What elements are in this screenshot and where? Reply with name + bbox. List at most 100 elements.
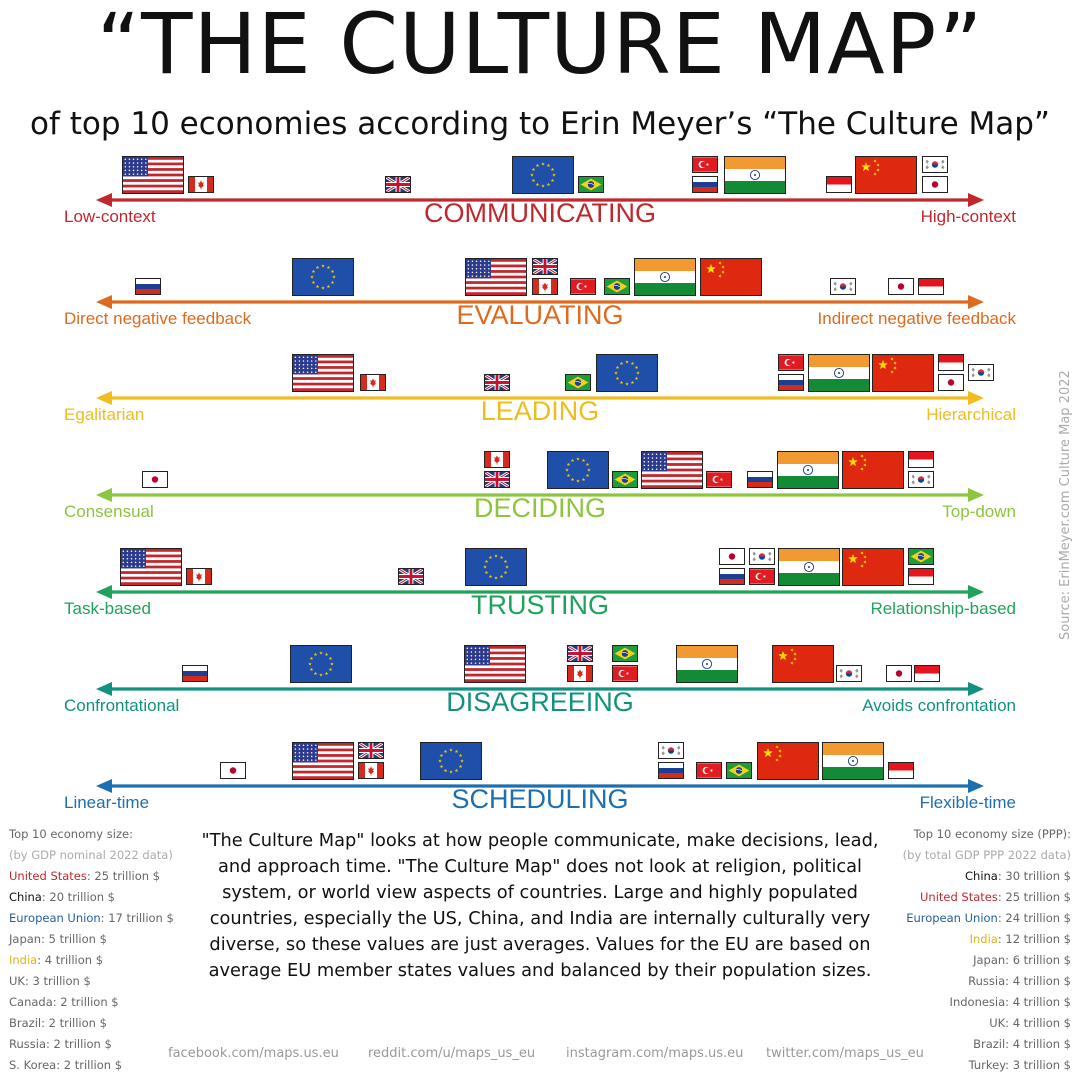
economy-value: 4 trillion $: [1012, 995, 1071, 1009]
india-flag-icon: [724, 156, 786, 194]
economy-row: European Union: 17 trillion $: [9, 908, 174, 929]
scale-left-label: Confrontational: [64, 696, 180, 715]
canada-flag-icon: [532, 278, 558, 295]
eu-flag-icon: [547, 451, 609, 489]
south-korea-flag-icon: [658, 742, 684, 759]
scale-title: COMMUNICATING: [424, 198, 656, 228]
economy-value: 6 trillion $: [1012, 953, 1071, 967]
economy-value: 5 trillion $: [48, 932, 107, 946]
economy-value: 17 trillion $: [108, 911, 174, 925]
economy-value: 3 trillion $: [1012, 1058, 1071, 1072]
facebook-link[interactable]: facebook.com/maps.us.eu: [168, 1046, 339, 1061]
china-flag-icon: [842, 548, 904, 586]
separator: :: [46, 1037, 54, 1051]
economy-name: Turkey: [968, 1058, 1006, 1072]
scale-title: DECIDING: [473, 493, 606, 523]
separator: :: [1005, 1016, 1013, 1030]
separator: :: [37, 953, 45, 967]
china-flag-icon: [700, 258, 762, 296]
russia-flag-icon: [747, 471, 773, 488]
scale-arrow: [96, 585, 984, 599]
separator: :: [56, 1058, 64, 1072]
scale-right-label: Top-down: [942, 502, 1016, 521]
indonesia-flag-icon: [826, 176, 852, 193]
economy-value: 4 trillion $: [1012, 974, 1071, 988]
brazil-flag-icon: [604, 278, 630, 295]
economy-value: 2 trillion $: [60, 995, 119, 1009]
economy-value: 25 trillion $: [94, 869, 161, 883]
economy-name: Japan: [9, 932, 42, 946]
economy-row: United States: 25 trillion $: [9, 866, 174, 887]
economy-name: India: [9, 953, 38, 967]
south-korea-flag-icon: [836, 665, 862, 682]
economy-name: Japan: [973, 953, 1006, 967]
scale-right-label: Relationship-based: [870, 599, 1016, 618]
economy-name: UK: [9, 974, 25, 988]
separator: :: [41, 932, 49, 946]
scale-evaluating: EVALUATING Direct negative feedback Indire…: [0, 254, 1080, 350]
separator: :: [1005, 974, 1013, 988]
reddit-link[interactable]: reddit.com/u/maps_us_eu: [368, 1046, 536, 1061]
economy-row: Brazil: 2 trillion $: [9, 1013, 174, 1034]
economy-row: Turkey: 3 trillion $: [903, 1055, 1071, 1076]
economy-row: UK: 4 trillion $: [903, 1013, 1071, 1034]
japan-flag-icon: [719, 548, 745, 565]
turkey-flag-icon: [696, 762, 722, 779]
scale-arrow: [96, 682, 984, 696]
scale-right-label: High-context: [920, 207, 1016, 226]
economy-row: Russia: 2 trillion $: [9, 1034, 174, 1055]
india-flag-icon: [822, 742, 884, 780]
japan-flag-icon: [922, 176, 948, 193]
separator: :: [1005, 1037, 1013, 1051]
economy-value: 3 trillion $: [32, 974, 91, 988]
canada-flag-icon: [188, 176, 214, 193]
economy-value: 24 trillion $: [1005, 911, 1071, 925]
brazil-flag-icon: [612, 471, 638, 488]
japan-flag-icon: [938, 374, 964, 391]
scale-right-label: Flexible-time: [919, 793, 1016, 812]
separator: :: [24, 974, 33, 988]
japan-flag-icon: [142, 471, 168, 488]
russia-flag-icon: [692, 176, 718, 193]
india-flag-icon: [808, 354, 870, 392]
us-flag-icon: [292, 742, 354, 780]
economy-name: UK: [989, 1016, 1006, 1030]
economy-value: 20 trillion $: [49, 890, 115, 904]
gdp-ppp-panel: Top 10 economy size (PPP): (by total GDP…: [903, 824, 1071, 1076]
south-korea-flag-icon: [922, 156, 948, 173]
description-paragraph: "The Culture Map" looks at how people co…: [201, 830, 879, 981]
economy-name: Russia: [968, 974, 1006, 988]
scale-left-label: Low-context: [64, 207, 156, 226]
china-flag-icon: [842, 451, 904, 489]
economy-row: Brazil: 4 trillion $: [903, 1034, 1071, 1055]
us-flag-icon: [465, 258, 527, 296]
economy-value: 2 trillion $: [53, 1037, 112, 1051]
separator: :: [997, 890, 1006, 904]
eu-flag-icon: [596, 354, 658, 392]
scale-deciding: DECIDING Consensual Top-down: [0, 447, 1080, 543]
scale-left-label: Egalitarian: [64, 405, 145, 424]
indonesia-flag-icon: [908, 451, 934, 468]
india-flag-icon: [778, 548, 840, 586]
uk-flag-icon: [398, 568, 424, 585]
economy-row: India: 12 trillion $: [903, 929, 1071, 950]
brazil-flag-icon: [612, 645, 638, 662]
page-subtitle: of top 10 economies according to Erin Me…: [29, 106, 1050, 142]
gdp-nominal-panel: Top 10 economy size: (by GDP nominal 202…: [9, 824, 174, 1076]
scale-arrow: [96, 193, 984, 207]
scale-leading: LEADING Egalitarian Hierarchical: [0, 350, 1080, 446]
japan-flag-icon: [888, 278, 914, 295]
indonesia-flag-icon: [888, 762, 914, 779]
scale-title: SCHEDULING: [451, 784, 629, 814]
twitter-link[interactable]: twitter.com/maps_us_eu: [766, 1046, 924, 1061]
india-flag-icon: [634, 258, 696, 296]
gdp-ppp-note: (by total GDP PPP 2022 data): [902, 848, 1071, 862]
scale-title: DISAGREEING: [446, 687, 634, 717]
indonesia-flag-icon: [908, 568, 934, 585]
scale-arrow: [96, 488, 984, 502]
separator: :: [1005, 995, 1013, 1009]
eu-flag-icon: [465, 548, 527, 586]
instagram-link[interactable]: instagram.com/maps.us.eu: [566, 1046, 744, 1061]
economy-row: Russia: 4 trillion $: [903, 971, 1071, 992]
economy-name: Canada: [9, 995, 53, 1009]
